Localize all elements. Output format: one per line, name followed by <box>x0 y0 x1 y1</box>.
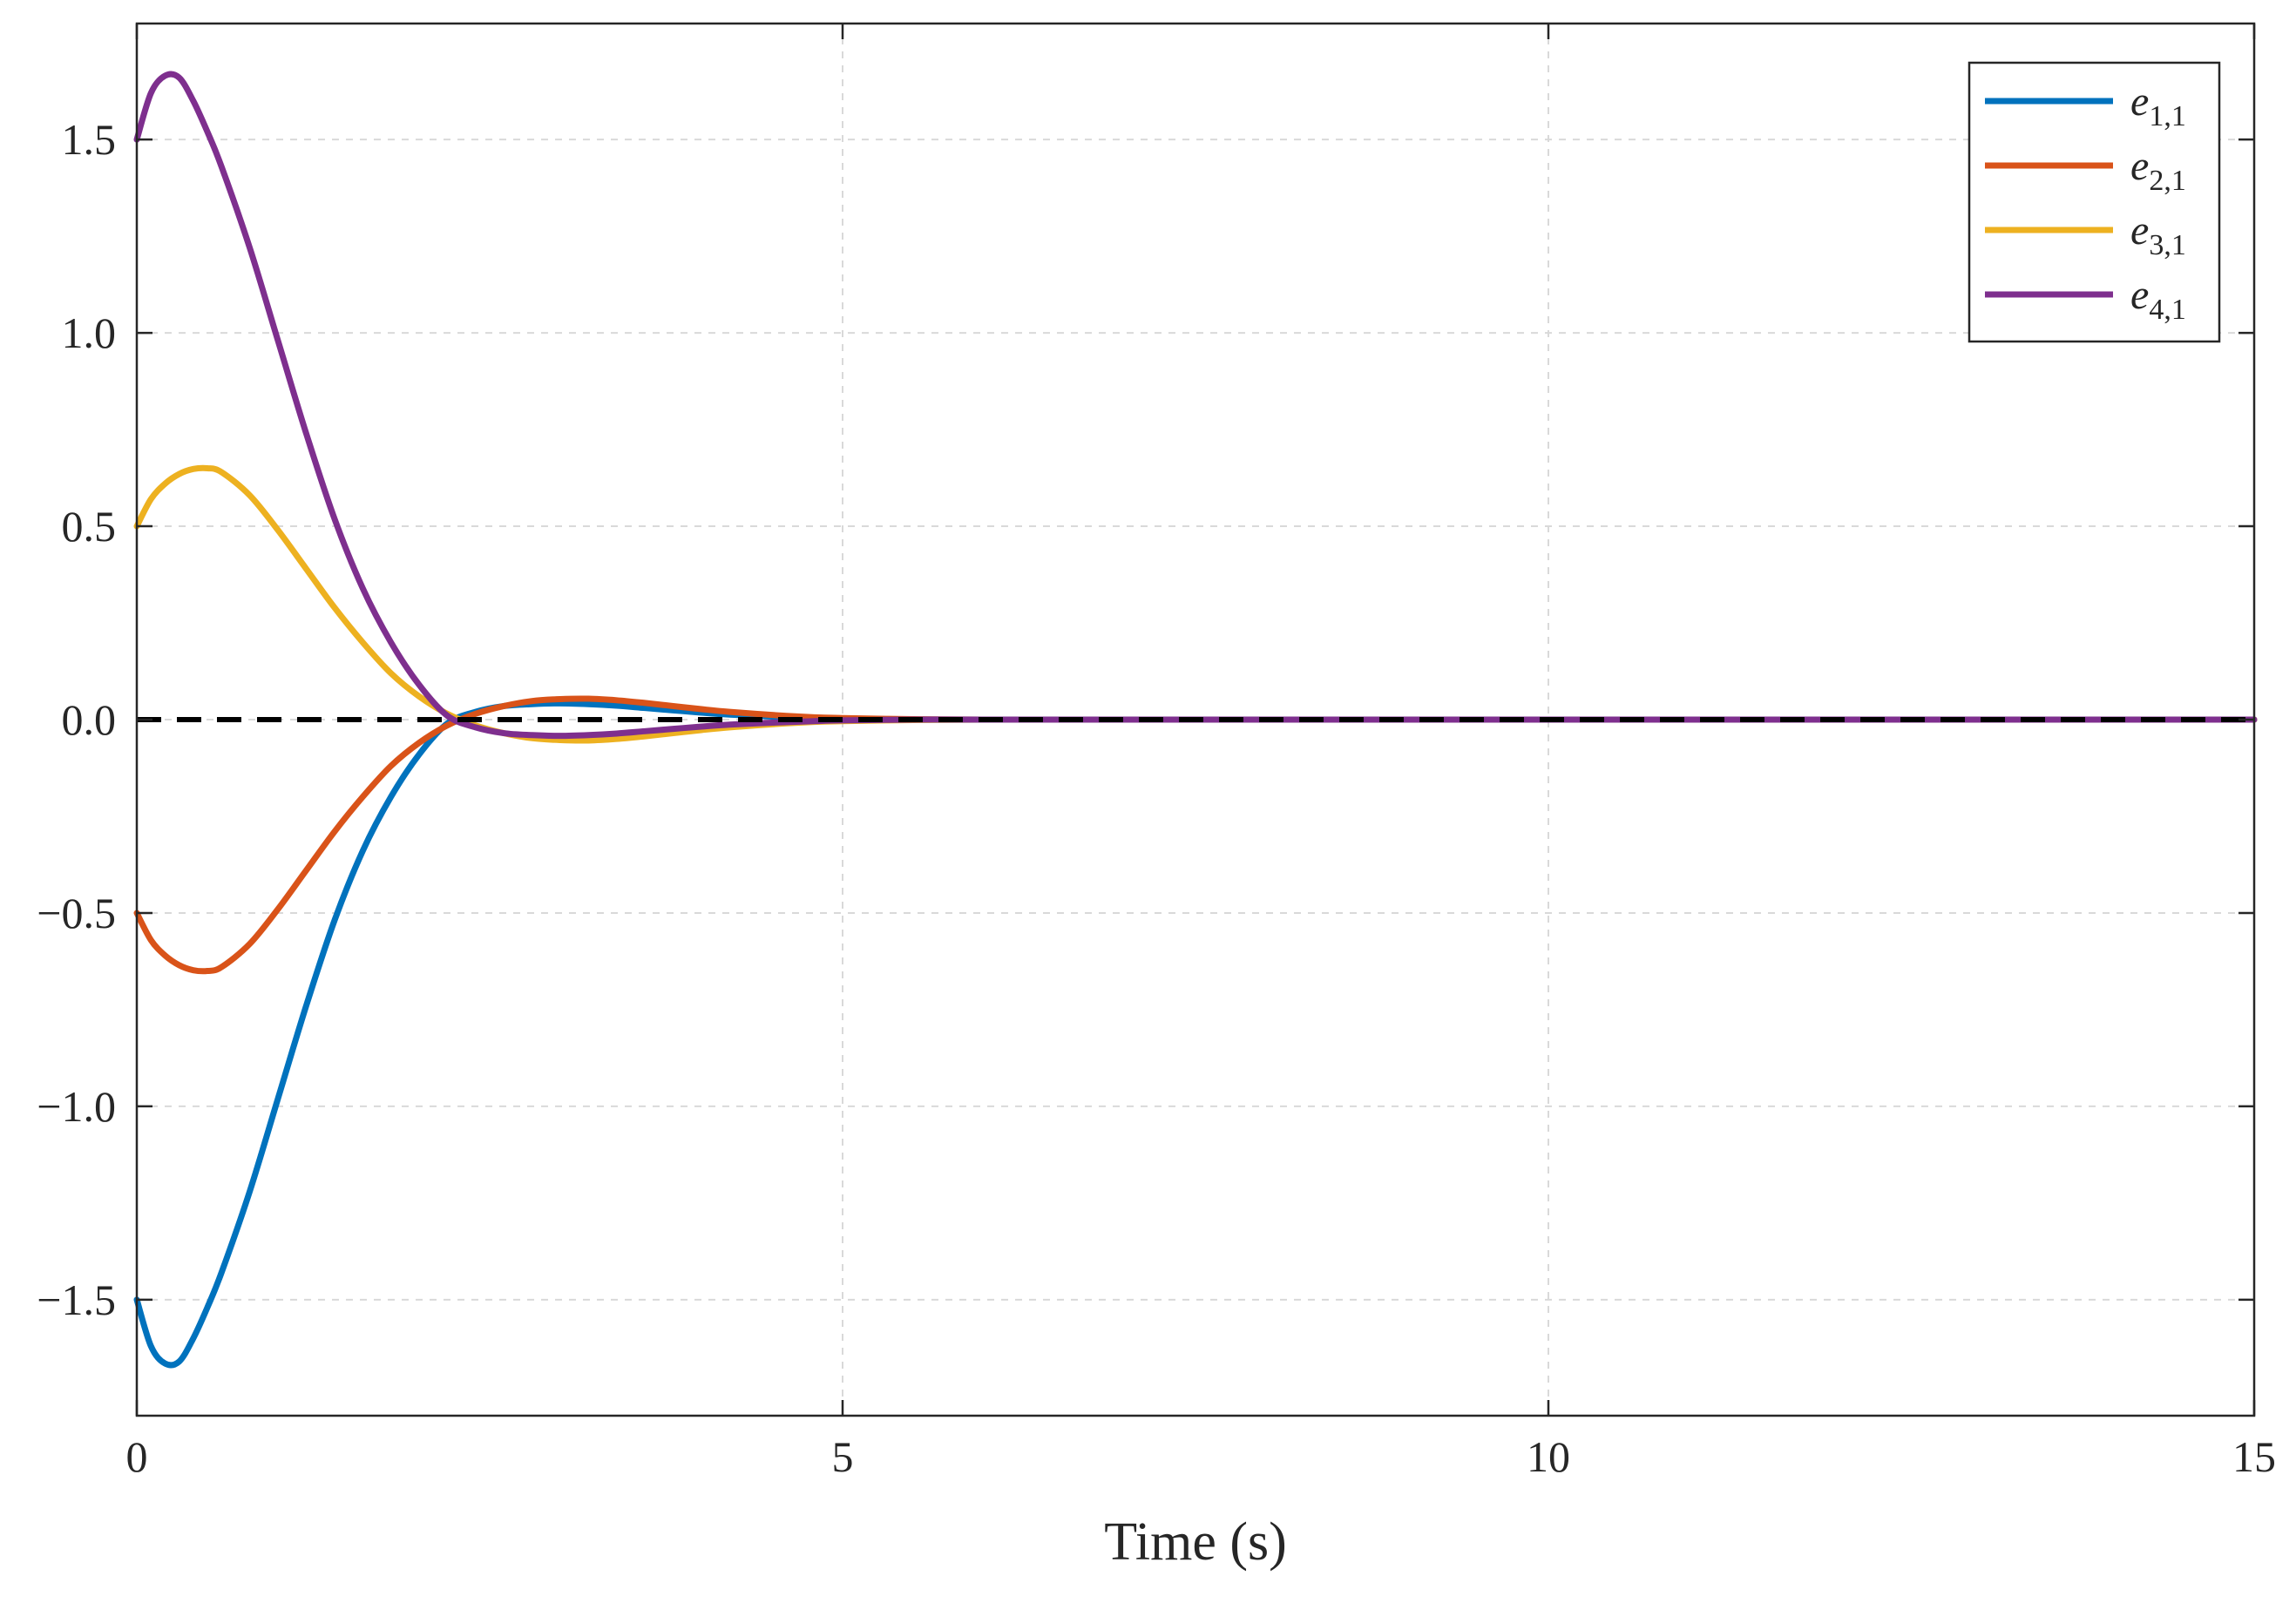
y-tick-label: 1.5 <box>62 115 117 164</box>
legend-entry-e-1-1: e1,1 <box>2130 78 2186 132</box>
tick-labels: 0 5 10 15 −1.5 −1.0 −0.5 0.0 0.5 1.0 1.5 <box>37 115 2276 1481</box>
legend: e1,1 e2,1 e3,1 e4,1 <box>1968 61 2221 343</box>
x-tick-label: 10 <box>1527 1432 1570 1481</box>
y-tick-label: 0.0 <box>62 695 117 744</box>
x-tick-label: 5 <box>832 1432 854 1481</box>
x-axis-label: Time (s) <box>1104 1512 1287 1572</box>
x-tick-label: 15 <box>2232 1432 2276 1481</box>
legend-entry-e-3-1: e3,1 <box>2130 207 2186 261</box>
series-layer <box>133 71 2258 1369</box>
legend-entry-e-4-1: e4,1 <box>2130 272 2186 326</box>
series-line-e-4-1 <box>133 71 2258 740</box>
y-tick-label: 1.0 <box>62 308 117 357</box>
y-tick-label: −1.5 <box>37 1275 116 1324</box>
y-tick-label: −1.0 <box>37 1082 116 1131</box>
axes <box>135 22 2256 1417</box>
y-tick-label: −0.5 <box>37 889 116 937</box>
legend-entry-e-2-1: e2,1 <box>2130 143 2186 197</box>
x-tick-label: 0 <box>126 1432 148 1481</box>
y-tick-label: 0.5 <box>62 502 117 551</box>
